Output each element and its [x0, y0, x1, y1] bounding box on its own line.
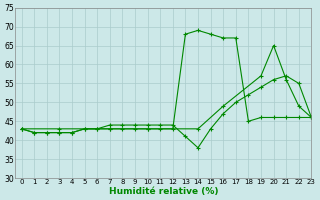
- X-axis label: Humidité relative (%): Humidité relative (%): [108, 187, 218, 196]
